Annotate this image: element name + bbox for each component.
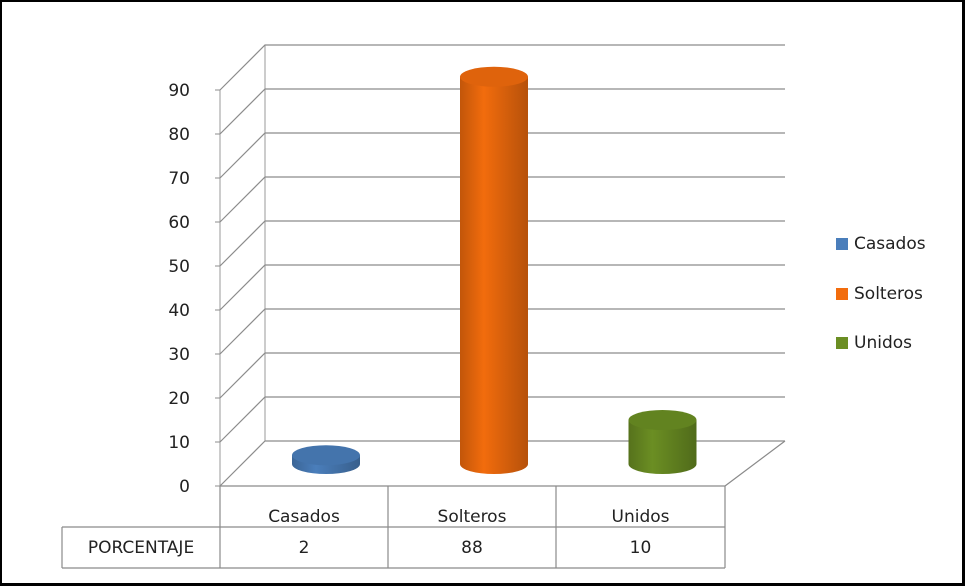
gridline [219,176,785,223]
y-tick-label: 10 [168,433,190,453]
gridlines [219,44,785,487]
gridline [219,88,785,135]
bar-top [460,66,528,87]
x-category-label: Unidos [612,507,670,527]
bar-top [292,445,360,466]
data-label: 10 [630,538,652,558]
legend-swatch [836,238,848,250]
y-tick-label: 30 [168,345,190,365]
bars [292,66,697,475]
bar [628,410,697,474]
legend: Casados Solteros Unidos [836,234,926,353]
data-label: 2 [299,538,310,558]
y-tick-label: 90 [168,81,190,101]
y-tick-label: 70 [168,169,190,189]
legend-label: Unidos [854,333,912,353]
gridline [219,440,785,487]
bar-body [460,76,528,475]
x-category-label: Casados [268,507,340,527]
y-tick-label: 50 [168,257,190,277]
y-tick-label: 40 [168,301,190,321]
y-tick-label: 80 [168,125,190,145]
data-label: 88 [461,538,483,558]
gridline [219,132,785,179]
legend-swatch [836,288,848,300]
y-tick-label: 20 [168,389,190,409]
legend-label: Casados [854,234,926,254]
bar-top [628,410,697,430]
gridline [219,264,785,311]
gridline [219,352,785,399]
y-tick-label: 60 [168,213,190,233]
x-category-label: Solteros [438,507,507,527]
legend-swatch [836,337,848,349]
gridline [219,308,785,355]
y-axis: 0 10 20 30 40 50 60 70 80 90 [168,81,220,497]
legend-label: Solteros [854,284,923,304]
gridline [219,220,785,267]
data-table: Casados Solteros Unidos PORCENTAJE 2 88 10 [61,486,726,569]
bar [460,66,528,475]
gridline [219,396,785,443]
gridline [219,44,785,91]
table-row-label: PORCENTAJE [88,538,194,558]
bar-body [628,420,697,474]
bar [292,445,360,474]
y-tick-label: 0 [179,477,190,497]
